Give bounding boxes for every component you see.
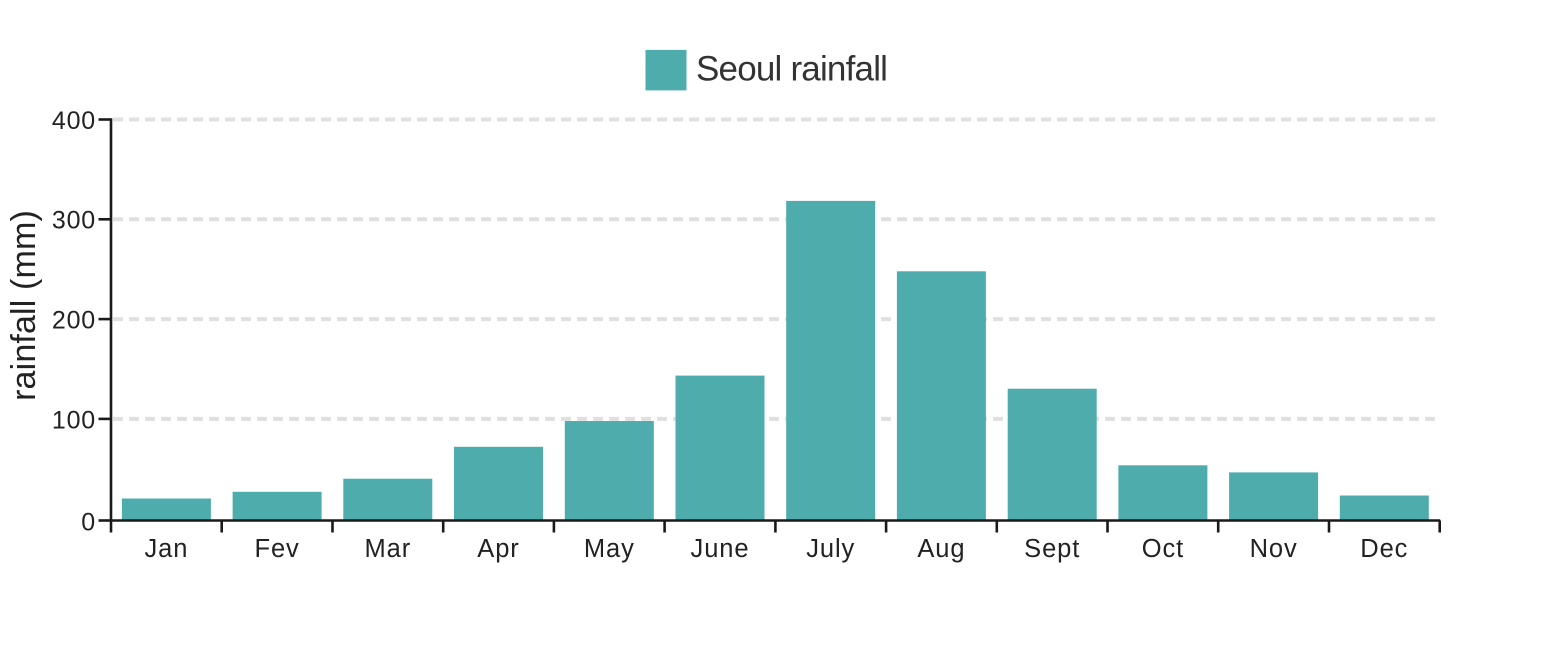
svg-text:100: 100	[52, 406, 96, 434]
svg-text:Sept: Sept	[1024, 535, 1080, 563]
svg-text:Seoul rainfall: Seoul rainfall	[696, 50, 887, 89]
svg-text:Fev: Fev	[254, 535, 299, 563]
svg-text:July: July	[806, 535, 855, 563]
svg-text:Jan: Jan	[144, 535, 188, 563]
svg-text:300: 300	[52, 207, 96, 235]
svg-text:0: 0	[81, 509, 96, 537]
svg-text:Oct: Oct	[1142, 535, 1184, 563]
svg-text:Mar: Mar	[364, 535, 411, 563]
svg-text:June: June	[691, 535, 750, 563]
svg-text:rainfall (mm): rainfall (mm)	[5, 210, 43, 401]
svg-text:400: 400	[52, 107, 96, 135]
svg-text:Dec: Dec	[1360, 535, 1408, 563]
svg-text:Apr: Apr	[477, 535, 519, 563]
svg-text:Nov: Nov	[1250, 535, 1298, 563]
svg-text:Aug: Aug	[917, 535, 965, 563]
svg-text:May: May	[584, 535, 635, 563]
svg-text:200: 200	[52, 307, 96, 335]
